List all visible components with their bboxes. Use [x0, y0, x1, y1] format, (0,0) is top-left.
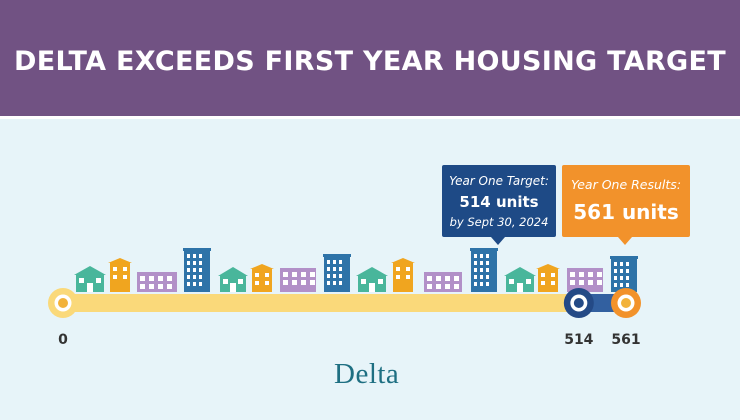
- callouts: Year One Target: 514 units by Sept 30, 202…: [442, 165, 690, 245]
- axis-ticks: 0 514 561: [58, 332, 640, 348]
- house-building-9: [356, 267, 388, 292]
- callout-value: 514 units: [459, 193, 538, 211]
- callout-514: Year One Target: 514 units by Sept 30, 202…: [442, 165, 556, 245]
- callout-value: 561 units: [573, 200, 679, 224]
- building-skyline: [74, 248, 638, 292]
- shop-building-14: [536, 264, 560, 292]
- delta-logo: Delta: [334, 358, 400, 390]
- shop-building-6: [250, 264, 274, 292]
- house-building-13: [504, 267, 536, 292]
- tower-building-4: [183, 248, 211, 292]
- marker-0: [48, 288, 78, 318]
- shop-building-2: [108, 258, 132, 292]
- rowhouse-building-11: [424, 272, 462, 292]
- callout-heading: Year One Target:: [449, 174, 549, 188]
- tower-building-8: [323, 254, 351, 292]
- rowhouse-building-7: [280, 268, 316, 292]
- title-banner: [0, 0, 740, 116]
- shop-building-10: [391, 258, 415, 292]
- rowhouse-building-15: [567, 268, 603, 292]
- rowhouse-building-3: [137, 272, 177, 292]
- page-title: DELTA EXCEEDS FIRST YEAR HOUSING TARGET: [14, 46, 726, 77]
- tick-label-561: 561: [611, 332, 640, 348]
- tower-building-12: [470, 248, 498, 292]
- marker-514: [563, 288, 594, 318]
- callout-heading: Year One Results:: [571, 177, 681, 192]
- marker-561: [611, 288, 641, 318]
- tick-label-0: 0: [58, 332, 68, 348]
- bar-segment-1: [63, 294, 579, 312]
- callout-date: by Sept 30, 2024: [450, 215, 549, 229]
- tick-label-514: 514: [564, 332, 593, 348]
- house-building-1: [74, 266, 106, 292]
- callout-561: Year One Results: 561 units: [562, 165, 690, 245]
- progress-bars: [63, 294, 626, 312]
- progress-markers: [48, 288, 641, 318]
- house-building-5: [218, 267, 248, 292]
- banner-divider: [0, 116, 740, 119]
- tower-building-16: [610, 256, 638, 292]
